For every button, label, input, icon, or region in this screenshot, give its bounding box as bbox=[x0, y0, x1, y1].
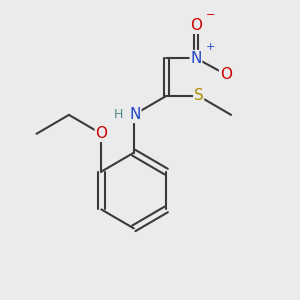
Text: −: − bbox=[206, 10, 215, 20]
Text: N: N bbox=[190, 51, 202, 66]
Text: +: + bbox=[206, 42, 215, 52]
Text: N: N bbox=[130, 107, 141, 122]
Text: O: O bbox=[95, 126, 107, 141]
Text: O: O bbox=[190, 18, 202, 33]
Text: S: S bbox=[194, 88, 203, 104]
Text: O: O bbox=[220, 67, 232, 82]
Text: H: H bbox=[114, 108, 124, 122]
